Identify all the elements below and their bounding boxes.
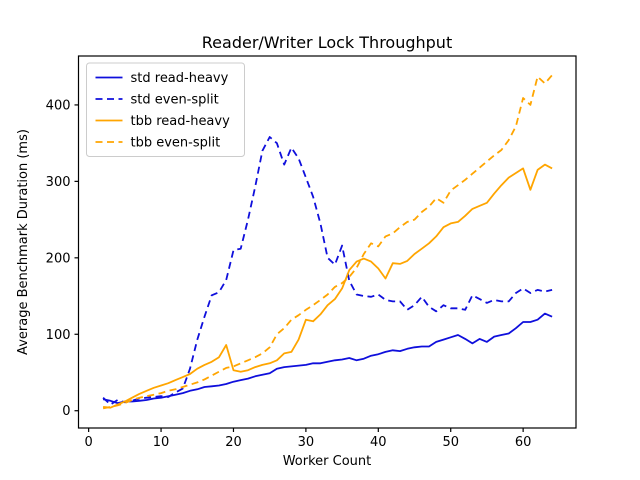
plot-area-border — [77, 55, 577, 429]
series-lines — [102, 74, 553, 410]
legend-label: tbb read-heavy — [131, 114, 231, 129]
y-tick-label: 200 — [46, 251, 71, 266]
series-line-tbb-even-split — [102, 74, 553, 410]
series-line-std-read-heavy — [102, 312, 553, 405]
x-tick-label: 40 — [370, 435, 387, 450]
legend-box — [86, 62, 245, 157]
series-line-tbb-read-heavy — [103, 163, 553, 409]
legend-label: std read-heavy — [131, 71, 229, 86]
x-tick-label: 50 — [442, 435, 459, 450]
y-axis-label: Average Benchmark Duration (ms) — [16, 129, 31, 355]
x-tick-label: 10 — [153, 435, 170, 450]
legend-label: tbb even-split — [131, 136, 221, 151]
x-tick-label: 0 — [84, 435, 92, 450]
x-tick-label: 60 — [515, 435, 532, 450]
x-axis-label: Worker Count — [283, 454, 372, 469]
y-tick-label: 100 — [46, 328, 71, 343]
chart-title: Reader/Writer Lock Throughput — [202, 33, 452, 52]
x-tick-label: 20 — [225, 435, 242, 450]
series-line-std-even-split — [102, 136, 553, 406]
axis-ticks: 0 10 20 30 40 50 60 0 100 200 300 400 — [46, 98, 532, 450]
legend: std read-heavy std even-split tbb read-hea… — [86, 62, 245, 157]
y-tick-label: 0 — [62, 404, 70, 419]
legend-label: std even-split — [131, 93, 219, 108]
x-tick-label: 30 — [298, 435, 315, 450]
y-tick-label: 300 — [46, 175, 71, 190]
y-tick-label: 400 — [46, 98, 71, 113]
